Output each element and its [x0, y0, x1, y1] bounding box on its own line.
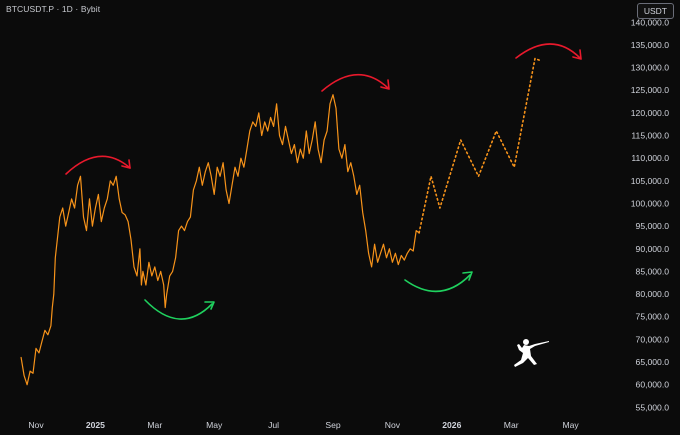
projection-line — [418, 57, 542, 234]
symbol-label: BTCUSDT.P — [6, 4, 54, 14]
x-tick-label: Jul — [268, 420, 279, 430]
arrowhead — [462, 271, 473, 281]
y-tick-label: 85,000.0 — [636, 266, 670, 276]
y-tick-label: 60,000.0 — [636, 380, 670, 390]
y-tick-label: 135,000.0 — [631, 40, 669, 50]
x-tick-label: 2025 — [86, 420, 105, 430]
y-tick-label: 125,000.0 — [631, 85, 669, 95]
series-group — [20, 57, 542, 386]
symbol-header: BTCUSDT.P · 1D · Bybit — [6, 4, 100, 14]
y-tick-label: 120,000.0 — [631, 108, 669, 118]
y-tick-label: 110,000.0 — [631, 153, 669, 163]
y-tick-label: 140,000.0 — [631, 17, 669, 27]
arrowhead — [380, 79, 390, 90]
green-arc-arrow — [404, 274, 471, 293]
y-tick-label: 75,000.0 — [636, 312, 670, 322]
x-tick-label: Nov — [385, 420, 401, 430]
currency-badge[interactable]: USDT — [636, 3, 674, 19]
y-tick-label: 115,000.0 — [631, 131, 669, 141]
x-tick-label: Mar — [504, 420, 519, 430]
arrowhead — [204, 301, 215, 310]
header-separator: · — [75, 4, 79, 14]
y-tick-label: 90,000.0 — [636, 244, 670, 254]
y-tick-label: 70,000.0 — [636, 334, 670, 344]
arrowhead — [572, 49, 582, 60]
x-tick-label: Mar — [147, 420, 162, 430]
y-tick-label: 105,000.0 — [631, 176, 669, 186]
arrowhead — [121, 159, 131, 169]
green-arc-arrow — [144, 299, 213, 320]
red-arc-arrow — [65, 155, 131, 175]
y-tick-label: 95,000.0 — [636, 221, 670, 231]
price-line — [20, 94, 420, 386]
x-tick-label: Nov — [28, 420, 44, 430]
exchange-label: Bybit — [80, 4, 101, 14]
x-tick-label: Sep — [325, 420, 341, 430]
x-tick-label: May — [562, 420, 579, 430]
x-tick-label: May — [206, 420, 223, 430]
annotation-group — [65, 43, 582, 320]
red-arc-arrow — [515, 43, 581, 59]
y-tick-label: 80,000.0 — [636, 289, 670, 299]
header-separator: · — [56, 4, 60, 14]
y-axis: 55,000.0 60,000.0 65,000.0 70,000.0 75,000.0… — [631, 17, 669, 412]
x-axis: Nov 2025 Mar May Jul Sep Nov 2026 Mar May — [28, 420, 579, 430]
y-tick-label: 65,000.0 — [636, 357, 670, 367]
y-tick-label: 130,000.0 — [631, 63, 669, 73]
red-arc-arrow — [321, 73, 389, 92]
y-tick-label: 55,000.0 — [636, 402, 670, 412]
interval-label: 1D — [61, 4, 73, 14]
x-tick-label: 2026 — [442, 420, 461, 430]
y-tick-label: 100,000.0 — [631, 198, 669, 208]
fencer-logo-icon — [514, 339, 549, 367]
